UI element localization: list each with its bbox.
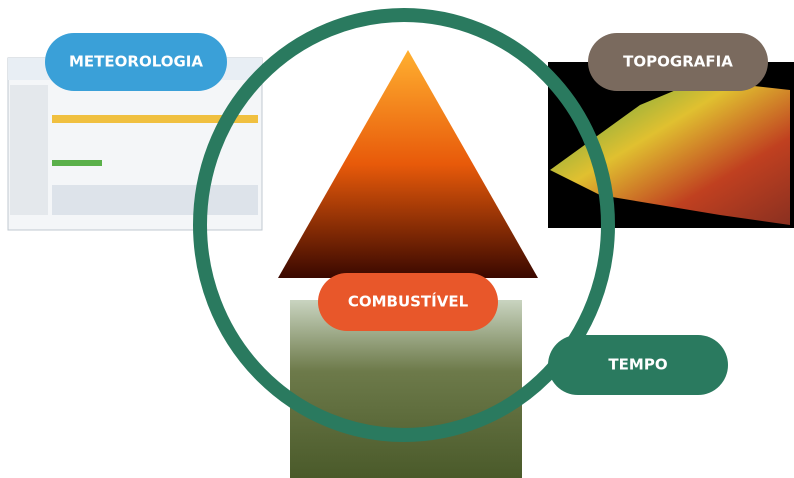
label-text: TOPOGRAFIA [623, 53, 733, 71]
label-text: METEOROLOGIA [69, 53, 203, 71]
diagram: METEOROLOGIA TOPOGRAFIA COMBUSTÍVEL TEMP… [0, 0, 794, 478]
page: METEOROLOGIA TOPOGRAFIA COMBUSTÍVEL TEMP… [0, 0, 794, 478]
meteorologia-label: METEOROLOGIA [45, 33, 227, 91]
topografia-label: TOPOGRAFIA [588, 33, 768, 91]
fire-triangle [278, 50, 538, 278]
tempo-label: TEMPO [548, 335, 728, 395]
combustivel-label: COMBUSTÍVEL [318, 273, 498, 331]
label-text: COMBUSTÍVEL [348, 292, 469, 311]
label-text: TEMPO [608, 356, 667, 374]
